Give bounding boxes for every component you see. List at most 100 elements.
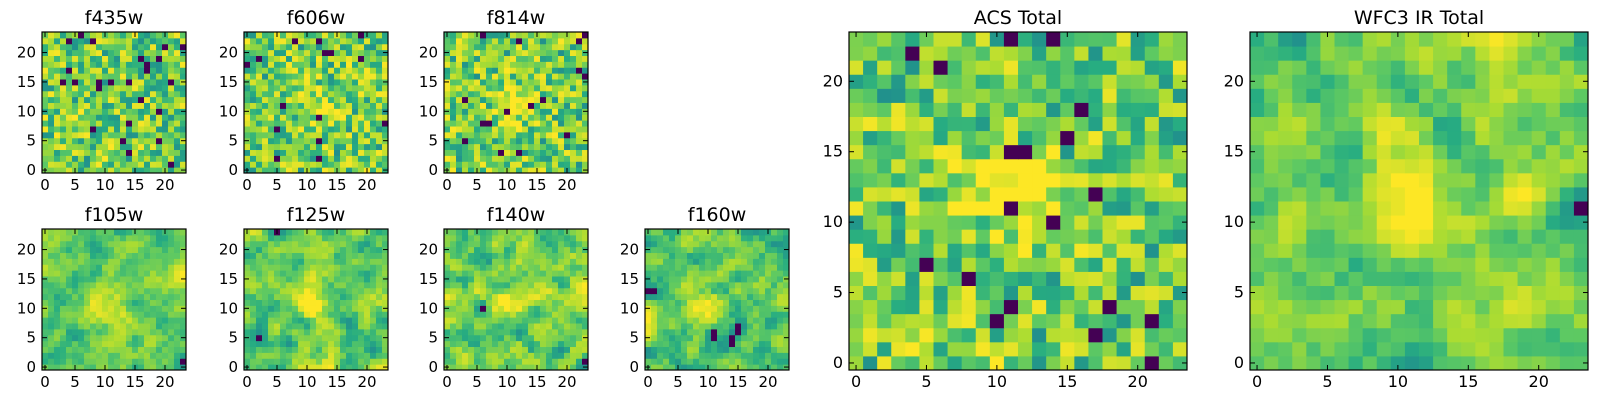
heatmap-cell	[292, 167, 299, 174]
heatmap-cell	[450, 167, 457, 174]
heatmap-cell	[741, 340, 748, 348]
heatmap-cell	[304, 143, 311, 151]
heatmap-cell	[340, 364, 347, 371]
heatmap-cell	[274, 287, 281, 295]
heatmap-cell	[376, 334, 383, 342]
heatmap-cell	[693, 240, 700, 248]
heatmap-cell	[96, 67, 103, 74]
heatmap-cell	[552, 287, 559, 295]
heatmap-cell	[138, 143, 145, 151]
heatmap-cell	[1130, 285, 1146, 301]
heatmap-cell	[132, 73, 139, 80]
heatmap-cell	[1032, 158, 1047, 174]
heatmap-cell	[705, 305, 712, 312]
heatmap-cell	[298, 49, 305, 57]
heatmap-cell	[534, 305, 541, 312]
heatmap-cell	[328, 305, 335, 312]
heatmap-cell	[364, 79, 371, 86]
heatmap-cell	[244, 102, 251, 109]
heatmap-cell	[102, 323, 109, 330]
heatmap-cell	[558, 364, 565, 371]
heatmap-cell	[516, 143, 523, 151]
heatmap-cell	[462, 143, 469, 151]
heatmap-cell	[1172, 299, 1188, 315]
heatmap-cell	[891, 186, 906, 202]
heatmap-cell	[126, 79, 133, 86]
heatmap-cell	[48, 276, 55, 283]
heatmap-cell	[66, 293, 73, 301]
heatmap-cell	[1447, 355, 1462, 371]
heatmap-cell	[1573, 327, 1589, 343]
heatmap-cell	[1116, 60, 1132, 75]
heatmap-cell	[735, 258, 742, 265]
heatmap-cell	[534, 323, 541, 330]
heatmap-cell	[382, 73, 389, 80]
heatmap-cell	[528, 334, 535, 342]
heatmap-cell	[849, 74, 864, 89]
heatmap-cell	[759, 299, 766, 306]
heatmap-cell	[546, 317, 553, 324]
heatmap-cell	[582, 155, 589, 162]
heatmap-cell	[256, 334, 263, 342]
heatmap-cell	[933, 215, 949, 230]
heatmap-cell	[268, 32, 275, 39]
heatmap-cell	[162, 358, 169, 365]
heatmap-cell	[126, 293, 133, 301]
heatmap-cell	[42, 252, 49, 259]
heatmap-cell	[989, 116, 1005, 132]
heatmap-cell	[540, 323, 547, 330]
heatmap-cell	[174, 240, 181, 248]
heatmap-cell	[292, 137, 299, 145]
heatmap-cell	[90, 352, 97, 359]
heatmap-cell	[570, 358, 577, 365]
heatmap-cell	[298, 358, 305, 365]
heatmap-cell	[328, 120, 335, 127]
heatmap-cell	[250, 258, 257, 265]
heatmap-cell	[102, 340, 109, 348]
heatmap-cell	[681, 358, 688, 365]
heatmap-cell	[498, 234, 505, 242]
heatmap-cell	[450, 67, 457, 74]
heatmap-cell	[334, 73, 341, 80]
heatmap-cell	[268, 143, 275, 151]
heatmap-cell	[849, 215, 864, 230]
heatmap-cell	[298, 84, 305, 92]
heatmap-cell	[84, 252, 91, 259]
heatmap-cells	[444, 229, 589, 371]
heatmap-cell	[108, 305, 115, 312]
heatmap-cell	[1116, 299, 1132, 315]
heatmap-cell	[863, 116, 878, 132]
heatmap-cell	[765, 258, 772, 265]
heatmap-cell	[316, 246, 323, 254]
heatmap-cell	[504, 346, 511, 353]
heatmap-cell	[933, 257, 949, 272]
heatmap-cell	[498, 102, 505, 109]
heatmap-cell	[1376, 299, 1392, 315]
heatmap-cell	[468, 323, 475, 330]
heatmap-cell	[546, 73, 553, 80]
heatmap-cell	[84, 155, 91, 162]
heatmap-cell	[90, 328, 97, 336]
heatmap-cell	[316, 258, 323, 265]
heatmap-cell	[328, 317, 335, 324]
heatmap-cell	[1573, 355, 1589, 371]
heatmap-cell	[663, 364, 670, 371]
heatmap-cell	[741, 293, 748, 301]
heatmap-cell	[328, 252, 335, 259]
heatmap-cell	[1003, 243, 1019, 258]
heatmap-cell	[150, 311, 157, 318]
heatmap-cell	[783, 264, 790, 271]
heatmap-cell	[450, 43, 457, 51]
heatmap-cell	[759, 340, 766, 348]
heatmap-cell	[444, 287, 451, 295]
heatmap-cell	[1144, 102, 1160, 117]
heatmap-cell	[174, 364, 181, 371]
heatmap-cell	[735, 293, 742, 301]
heatmap-cell	[84, 258, 91, 265]
heatmap-cell	[456, 67, 463, 74]
heatmap-cell	[528, 161, 535, 168]
heatmap-cell	[522, 73, 529, 80]
heatmap-cell	[48, 120, 55, 127]
heatmap-cell	[947, 243, 963, 258]
heatmap-cell	[256, 246, 263, 254]
